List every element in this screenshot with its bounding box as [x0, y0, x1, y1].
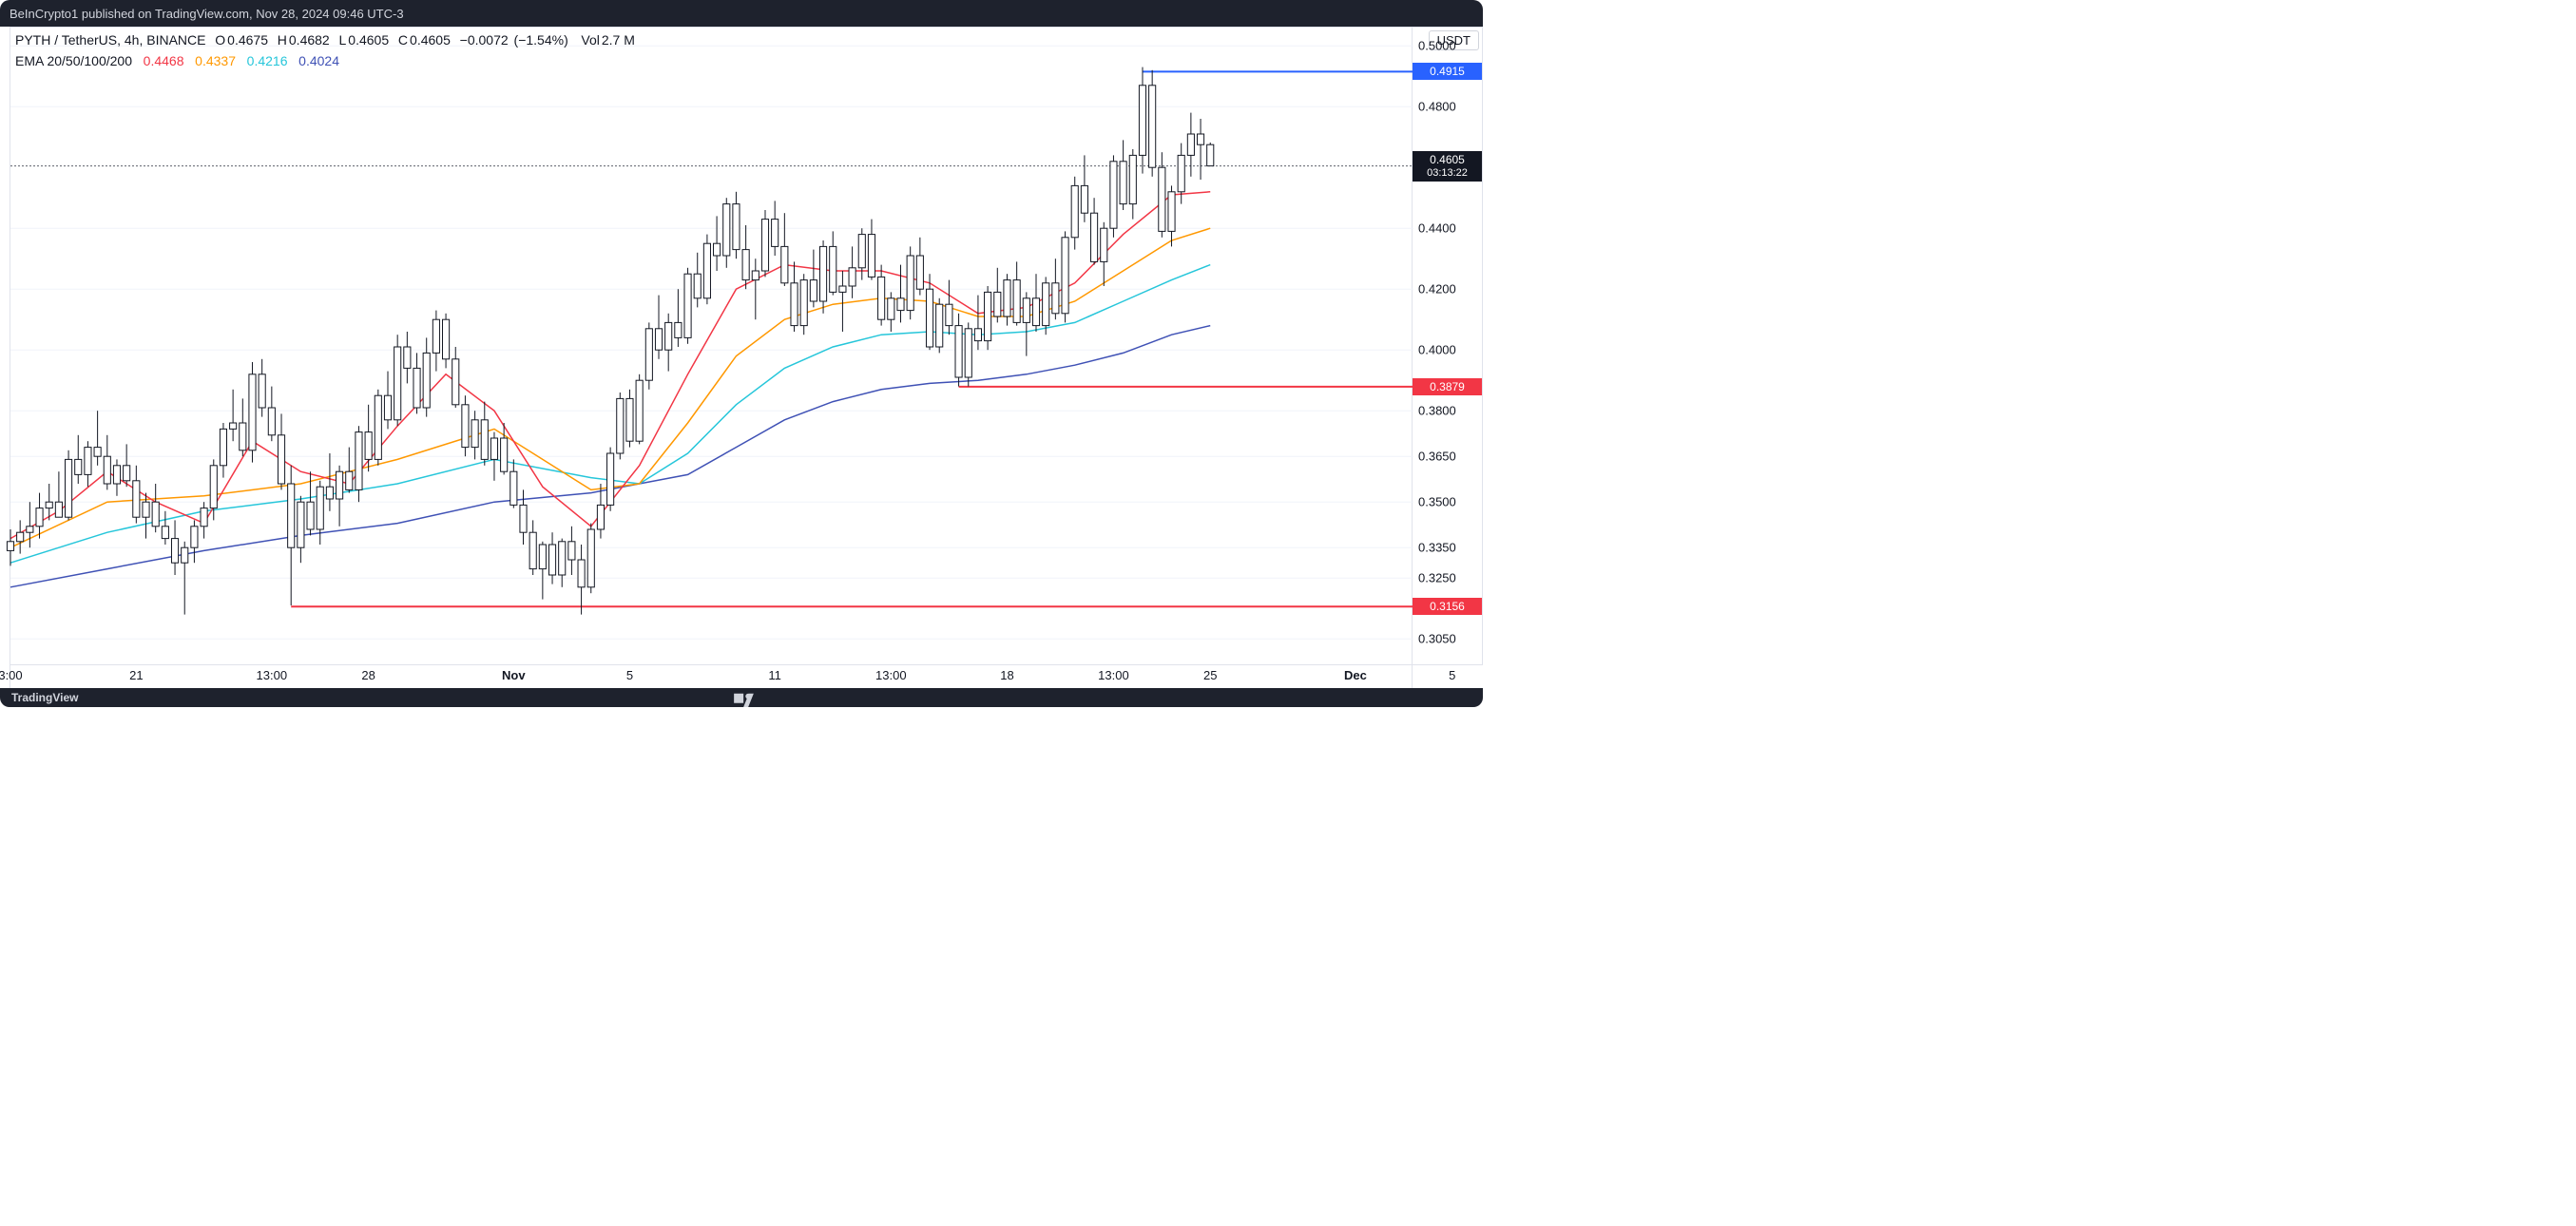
ema50-value: 0.4337 — [195, 53, 236, 68]
time-axis[interactable]: 3:002113:0028Nov51113:001813:0025Dec5 — [10, 665, 1413, 690]
ohlc-open: 0.4675 — [227, 32, 268, 48]
time-tick: Nov — [502, 668, 526, 682]
ohlc-low: 0.4605 — [348, 32, 389, 48]
time-tick: 21 — [129, 668, 143, 682]
price-label: 0.3879 — [1413, 378, 1482, 395]
price-tick: 0.4800 — [1418, 100, 1456, 114]
price-label: 0.460503:13:22 — [1413, 151, 1482, 182]
price-label: 0.4915 — [1413, 63, 1482, 80]
time-tick: 13:00 — [257, 668, 288, 682]
price-tick: 0.4000 — [1418, 343, 1456, 357]
ohlc-change: −0.0072 — [460, 32, 509, 48]
price-tick: 0.3050 — [1418, 632, 1456, 646]
time-tick: 3:00 — [0, 668, 23, 682]
ema100-value: 0.4216 — [247, 53, 288, 68]
indicator-name[interactable]: EMA 20/50/100/200 — [15, 53, 132, 68]
volume-value: 2.7 M — [602, 32, 635, 48]
ohlc-change-pct: (−1.54%) — [514, 32, 568, 48]
price-tick: 0.4200 — [1418, 282, 1456, 297]
price-label: 0.3156 — [1413, 598, 1482, 615]
publish-text: BeInCrypto1 published on TradingView.com… — [10, 7, 404, 21]
time-tick: 11 — [768, 668, 781, 682]
price-tick: 0.5000 — [1418, 39, 1456, 53]
time-tick: 5 — [1449, 668, 1455, 682]
symbol-name[interactable]: PYTH / TetherUS, 4h, BINANCE — [15, 32, 205, 48]
ema20-value: 0.4468 — [144, 53, 184, 68]
ohlc-close: 0.4605 — [410, 32, 451, 48]
time-tick: 13:00 — [1098, 668, 1129, 682]
ema200-value: 0.4024 — [298, 53, 339, 68]
time-tick: Dec — [1344, 668, 1367, 682]
chart-container: BeInCrypto1 published on TradingView.com… — [0, 0, 1483, 707]
price-axis[interactable]: 0.5000 0.4800 0.4400 0.4200 0.4000 0.3800 0.36… — [1413, 27, 1483, 665]
indicator-legend: EMA 20/50/100/200 0.4468 0.4337 0.4216 0… — [15, 53, 339, 68]
symbol-legend: PYTH / TetherUS, 4h, BINANCE O0.4675 H0.… — [15, 32, 635, 48]
price-tick: 0.3350 — [1418, 541, 1456, 555]
time-tick: 18 — [1000, 668, 1013, 682]
time-tick: 28 — [361, 668, 375, 682]
time-tick: 13:00 — [875, 668, 907, 682]
price-tick: 0.3500 — [1418, 495, 1456, 509]
price-tick: 0.3800 — [1418, 404, 1456, 418]
time-tick: 5 — [626, 668, 633, 682]
ohlc-high: 0.4682 — [289, 32, 330, 48]
time-tick: 25 — [1203, 668, 1217, 682]
price-tick: 0.4400 — [1418, 221, 1456, 236]
chart-svg — [10, 28, 1412, 664]
footer: TradingView — [0, 688, 1483, 707]
chart-pane[interactable] — [10, 27, 1413, 665]
price-tick: 0.3650 — [1418, 450, 1456, 464]
publish-header: BeInCrypto1 published on TradingView.com… — [0, 0, 1483, 27]
price-tick: 0.3250 — [1418, 571, 1456, 585]
